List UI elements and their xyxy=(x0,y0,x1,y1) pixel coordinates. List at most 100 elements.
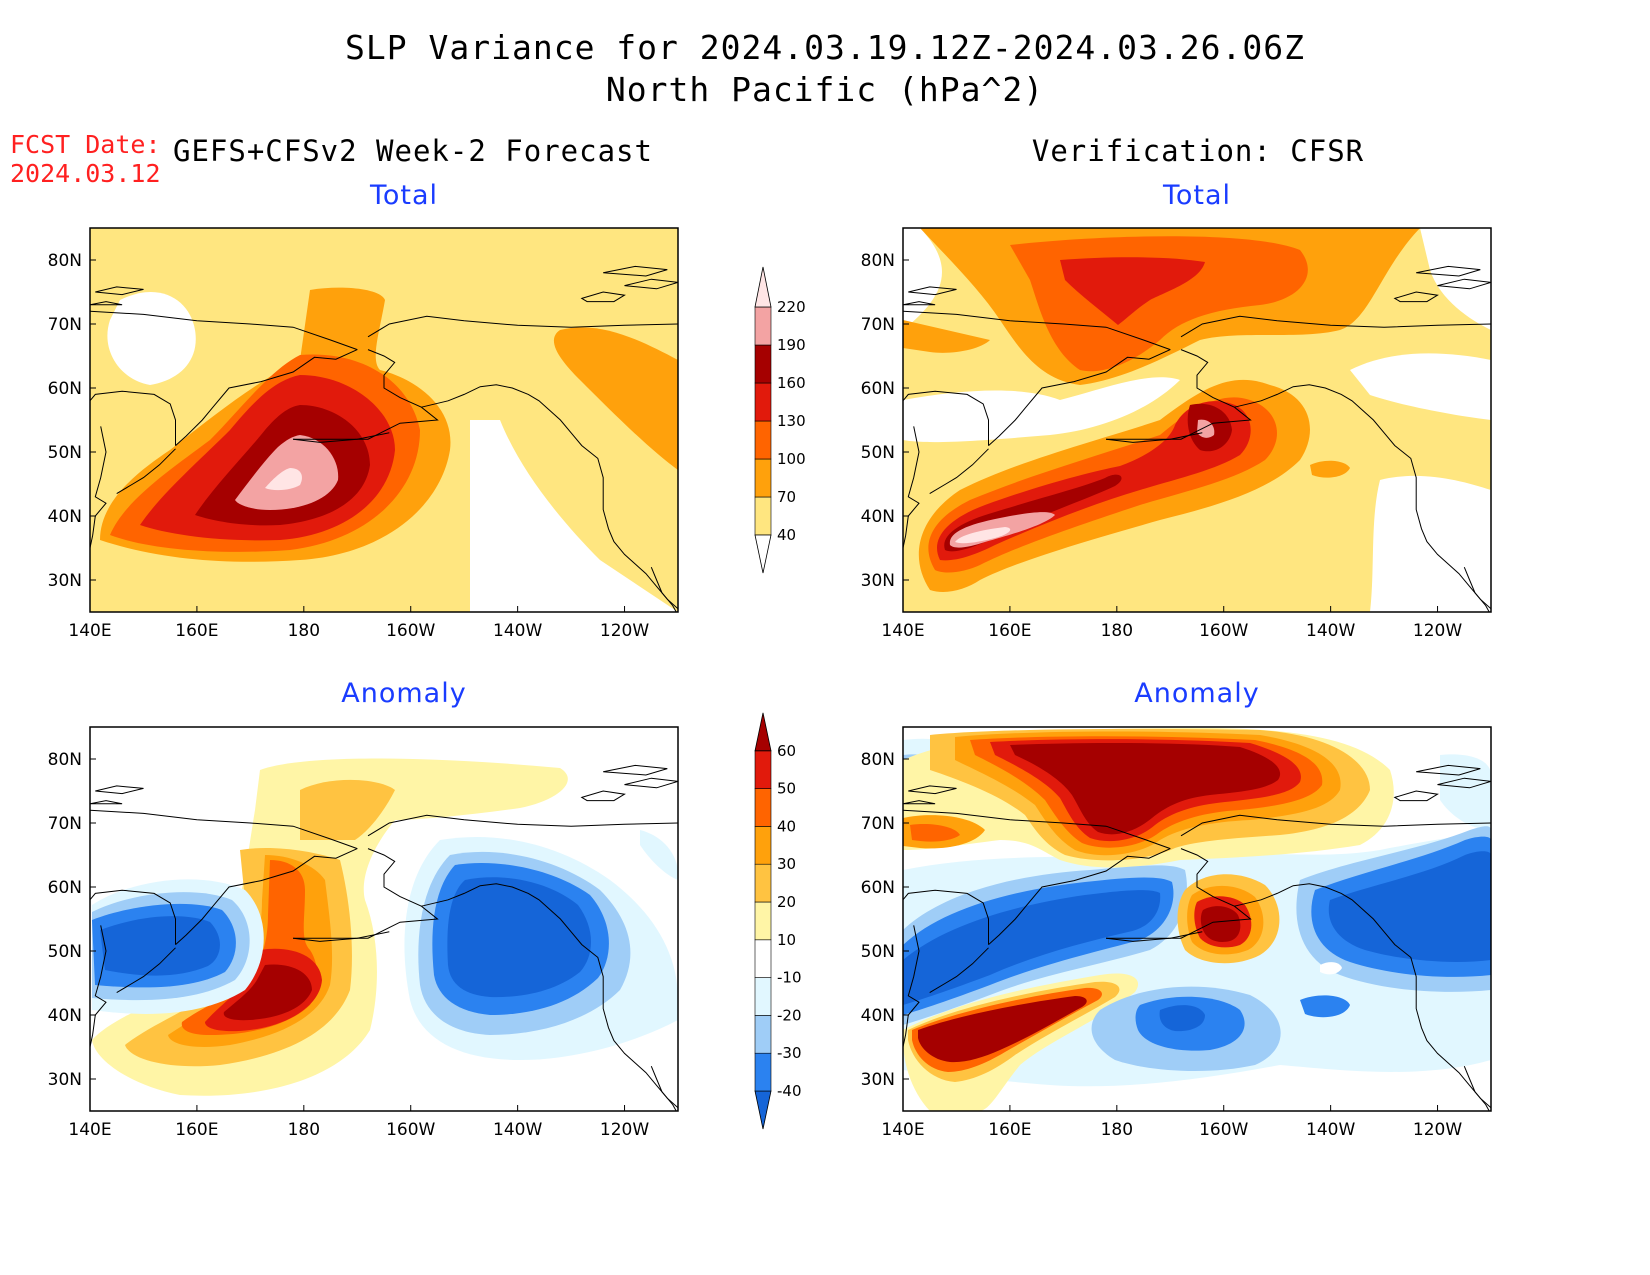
lat-tick-label: 70N xyxy=(861,814,895,834)
lon-tick-label: 120W xyxy=(1413,1120,1462,1140)
coastline-segment xyxy=(1463,567,1490,612)
forecast-total-title: Total xyxy=(369,180,439,211)
island-outline xyxy=(1437,278,1491,290)
lon-tick-label: 140W xyxy=(493,621,542,641)
colorbar-box xyxy=(754,1015,772,1054)
colorbar-label: -10 xyxy=(777,969,802,987)
colorbar-label: 70 xyxy=(777,488,796,506)
coastline-segment xyxy=(988,848,1171,945)
lon-tick-label: 140E xyxy=(68,1120,111,1140)
island-outline xyxy=(1416,764,1481,776)
coastline-segment xyxy=(988,349,1171,446)
lat-tick-label: 60N xyxy=(48,379,82,399)
island-outline xyxy=(95,785,144,795)
fcst-date-label: FCST Date: xyxy=(10,130,161,159)
lat-tick-label: 30N xyxy=(861,1070,895,1090)
island-outline xyxy=(90,800,123,805)
coastline-segment xyxy=(90,426,107,549)
coastline-segment xyxy=(293,349,439,440)
coastline-segment xyxy=(421,384,678,610)
verification-anomaly-ticks: 140E 160E 180 160W 140W 120W 80N 70N 60N 50N 40N 30… xyxy=(861,750,1463,1140)
anomaly-fill-positive-60 xyxy=(918,996,1087,1063)
lat-tick-label: 50N xyxy=(861,443,895,463)
island-outline xyxy=(1393,291,1439,303)
coastline-segment xyxy=(903,390,989,446)
island-outline xyxy=(1393,790,1439,802)
lat-tick-label: 70N xyxy=(48,814,82,834)
coastline-segment xyxy=(90,390,176,446)
coastline-segment xyxy=(1234,883,1491,1109)
island-outline xyxy=(580,291,626,303)
colorbar-box xyxy=(754,939,772,978)
coastline-segment xyxy=(1180,315,1491,338)
lon-tick-label: 140W xyxy=(1306,621,1355,641)
coastline-segment xyxy=(116,947,176,994)
colorbars: 40 70 100 130 160 190 220 -40 -30 -20 -10 10 20 30 40 5… xyxy=(754,266,806,1130)
forecast-anomaly-frame xyxy=(89,726,679,1112)
variance-fill-70 xyxy=(553,327,678,470)
coastline-segment xyxy=(903,889,989,945)
colorbar-box xyxy=(754,382,772,422)
lon-tick-label: 160E xyxy=(175,621,218,641)
figure-subtitle: North Pacific (hPa^2) xyxy=(605,70,1045,109)
colorbar-box xyxy=(754,826,772,865)
colorbar-box xyxy=(754,863,772,903)
colorbar-label: -30 xyxy=(777,1044,802,1062)
coastline-segment xyxy=(116,448,176,495)
lat-tick-label: 50N xyxy=(861,942,895,962)
lon-tick-label: 160E xyxy=(175,1120,218,1140)
lat-tick-label: 80N xyxy=(861,750,895,770)
colorbar-label: -40 xyxy=(777,1082,802,1100)
verification-total-coastline xyxy=(903,265,1491,612)
verification-total-ticks: 140E 160E 180 160W 140W 120W 80N 70N 60N 50N 40N 30… xyxy=(861,251,1463,641)
colorbar-box xyxy=(754,306,772,346)
lat-tick-label: 80N xyxy=(861,251,895,271)
colorbar-low-triangle xyxy=(754,1090,772,1130)
island-outline xyxy=(90,301,123,306)
lat-tick-label: 30N xyxy=(48,571,82,591)
lon-tick-label: 120W xyxy=(600,621,649,641)
anomaly-fill-positive-40 xyxy=(910,824,960,842)
colorbar-label: 60 xyxy=(777,742,796,760)
colorbar-box xyxy=(754,1052,772,1092)
colorbar-box xyxy=(754,496,772,536)
island-outline xyxy=(908,785,957,795)
colorbar-label: 50 xyxy=(777,780,796,798)
colorbar-label: 130 xyxy=(777,412,806,430)
lat-tick-label: 40N xyxy=(48,1006,82,1026)
forecast-anomaly-map xyxy=(90,727,678,1111)
colorbar-box xyxy=(754,901,772,941)
colorbar-box xyxy=(754,458,772,498)
colorbar-label: 20 xyxy=(777,893,796,911)
coastline-segment xyxy=(1106,848,1252,939)
lat-tick-label: 50N xyxy=(48,443,82,463)
colorbar-label: 220 xyxy=(777,298,806,316)
island-outline xyxy=(1416,265,1481,277)
coastline-segment xyxy=(1463,1066,1490,1111)
lat-tick-label: 60N xyxy=(861,878,895,898)
island-outline xyxy=(908,286,957,296)
colorbar-label: 100 xyxy=(777,450,806,468)
coastline-segment xyxy=(421,883,678,1109)
total-colorbar: 40 70 100 130 160 190 220 xyxy=(754,266,806,574)
coastline-segment xyxy=(175,349,358,446)
colorbar-box xyxy=(754,344,772,384)
anomaly-fill-positive-60 xyxy=(1010,742,1281,835)
verification-anomaly-frame xyxy=(902,726,1492,1112)
coastline-segment xyxy=(650,567,677,612)
coastline-segment xyxy=(293,432,390,443)
forecast-anomaly-coastline xyxy=(90,764,678,1111)
colorbar-high-triangle xyxy=(754,712,772,752)
verification-anomaly-map xyxy=(903,727,1491,1111)
colorbar-box xyxy=(754,977,772,1016)
coastline-segment xyxy=(293,848,439,939)
lat-tick-label: 70N xyxy=(48,315,82,335)
forecast-total-ticks: 140E 160E 180 160W 140W 120W 80N 70N 60N 50N 40N 30… xyxy=(48,251,650,641)
island-outline xyxy=(903,800,936,805)
coastline-segment xyxy=(90,809,358,850)
lon-tick-label: 140W xyxy=(1306,1120,1355,1140)
colorbar-label: 10 xyxy=(777,931,796,949)
lat-tick-label: 60N xyxy=(48,878,82,898)
colorbar-low-triangle xyxy=(754,534,772,574)
lon-tick-label: 180 xyxy=(1101,1120,1133,1140)
